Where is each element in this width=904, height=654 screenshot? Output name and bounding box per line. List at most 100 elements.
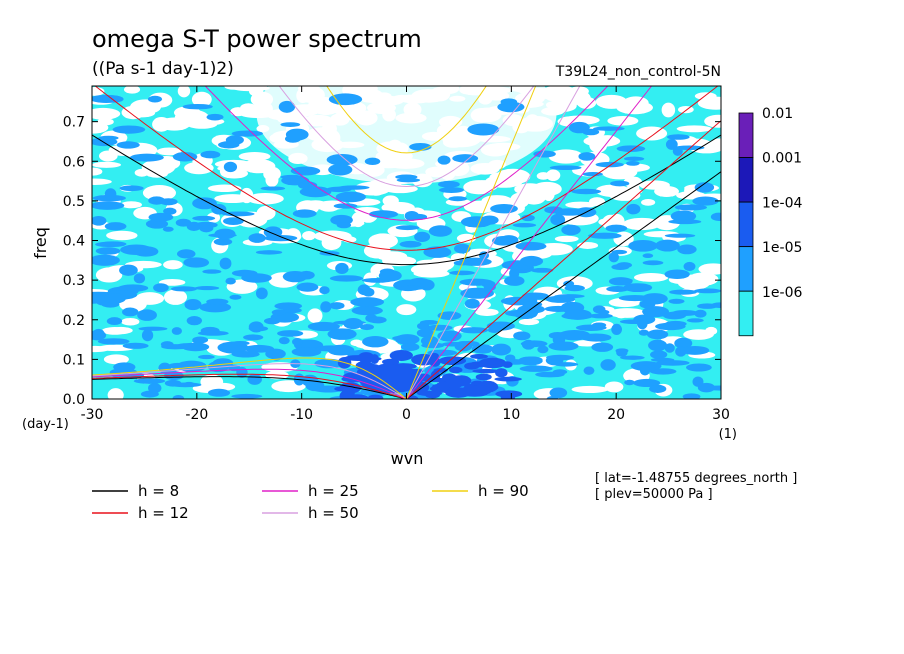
heat-gap	[542, 185, 555, 202]
heat-patch	[342, 372, 362, 382]
x-axis: -30 -20 -10 0 10 20 30	[81, 86, 730, 423]
colorbar-swatch	[738, 157, 754, 203]
kelvin-curve-h50	[406, 86, 581, 399]
heat-patch	[616, 262, 633, 269]
heat-patch	[642, 253, 654, 258]
heat-patch	[92, 215, 107, 226]
heat-gap	[687, 272, 719, 286]
heat-patch	[470, 354, 488, 360]
heat-patch	[467, 385, 492, 395]
heat-patch	[453, 260, 470, 266]
legend-label: h = 90	[478, 482, 529, 500]
heat-gap	[177, 86, 191, 98]
heat-patch	[416, 328, 434, 338]
heat-patch	[225, 277, 236, 285]
heat-patch	[710, 212, 721, 221]
rossby-curve-h50	[92, 363, 407, 399]
heat-patch	[460, 287, 495, 299]
heat-patch	[600, 359, 616, 371]
inertia-gravity-curve-h25	[204, 86, 609, 221]
heat-patch	[133, 273, 146, 284]
heat-patch	[97, 338, 130, 345]
heat-gap	[191, 91, 212, 108]
heat-gap	[518, 318, 540, 326]
heat-patch	[459, 278, 493, 286]
heat-patch	[176, 249, 196, 259]
heat-patch	[464, 362, 480, 370]
heat-gap	[571, 385, 609, 393]
rossby-curve-h12	[92, 373, 407, 399]
heat-patch	[395, 225, 420, 231]
rossby-curve-h90	[92, 357, 407, 399]
heat-patch	[336, 221, 352, 229]
heat-patch	[171, 327, 182, 335]
heat-patch	[642, 260, 664, 266]
heat-patch	[164, 379, 182, 387]
y-axis: 0.0 0.1 0.2 0.3 0.4 0.5 0.6 0.7	[63, 115, 721, 408]
kelvin-curve-h8	[406, 171, 721, 399]
heat-patch	[280, 122, 301, 128]
heat-patch	[494, 376, 522, 382]
heat-gap	[676, 125, 712, 133]
inertia-gravity-curve-h50	[278, 86, 535, 188]
dispersion-90	[92, 86, 537, 399]
heat-patch	[549, 387, 568, 399]
heat-patch	[430, 370, 441, 382]
heat-patch	[636, 317, 648, 330]
heat-gap	[302, 231, 316, 241]
heat-patch	[329, 302, 345, 310]
chart-title: omega S-T power spectrum	[92, 25, 422, 53]
heat-gap	[163, 289, 188, 305]
heat-patch	[119, 264, 138, 276]
heat-patch	[442, 373, 457, 383]
heat-gap	[174, 109, 210, 126]
heat-gap	[184, 161, 214, 175]
heat-gap	[107, 388, 124, 399]
heat-patch	[247, 373, 262, 385]
heat-gap	[382, 195, 399, 207]
x-tick-label: -20	[185, 407, 208, 423]
heat-patch	[666, 134, 690, 140]
heat-patch	[546, 354, 575, 361]
heat-patch	[683, 261, 696, 271]
heat-patch	[170, 286, 198, 292]
heat-patch	[296, 282, 319, 292]
heat-patch	[326, 186, 352, 193]
heat-patch	[160, 341, 174, 348]
heat-patch	[623, 283, 653, 293]
y-tick-label: 0.1	[63, 352, 85, 368]
power-spectrum-field	[92, 86, 721, 399]
heat-patch	[343, 317, 363, 330]
heat-patch	[711, 302, 721, 308]
x-tick-label: 0	[402, 407, 411, 423]
dispersion-50	[92, 86, 581, 399]
heat-patch	[571, 188, 602, 195]
heat-patch	[438, 356, 467, 366]
heat-patch	[404, 210, 420, 221]
heat-patch	[502, 361, 513, 368]
heat-patch	[521, 339, 536, 350]
heat-patch	[563, 280, 575, 287]
heat-patch	[641, 293, 668, 305]
heat-gap	[514, 183, 546, 196]
heat-patch	[248, 233, 266, 243]
heat-patch	[359, 323, 374, 331]
heat-gap	[583, 135, 621, 147]
heat-patch	[199, 302, 232, 313]
heat-patch	[327, 328, 357, 340]
colorbar: 0.01 0.001 1e-04 1e-05 1e-06	[738, 106, 802, 337]
colorbar-label: 1e-04	[762, 195, 802, 211]
heat-gap	[697, 96, 721, 110]
colorbar-label: 1e-05	[762, 240, 802, 256]
heat-patch	[611, 323, 622, 336]
heat-patch	[568, 121, 590, 134]
x-tick-label: 30	[712, 407, 730, 423]
heat-patch	[231, 350, 260, 358]
heat-patch	[133, 378, 166, 384]
y-tick-label: 0.0	[63, 392, 85, 408]
heat-patch	[583, 366, 595, 375]
heat-patch	[616, 145, 646, 152]
heat-patch	[620, 355, 645, 360]
y-tick-label: 0.3	[63, 273, 85, 289]
heat-gap	[368, 184, 385, 196]
